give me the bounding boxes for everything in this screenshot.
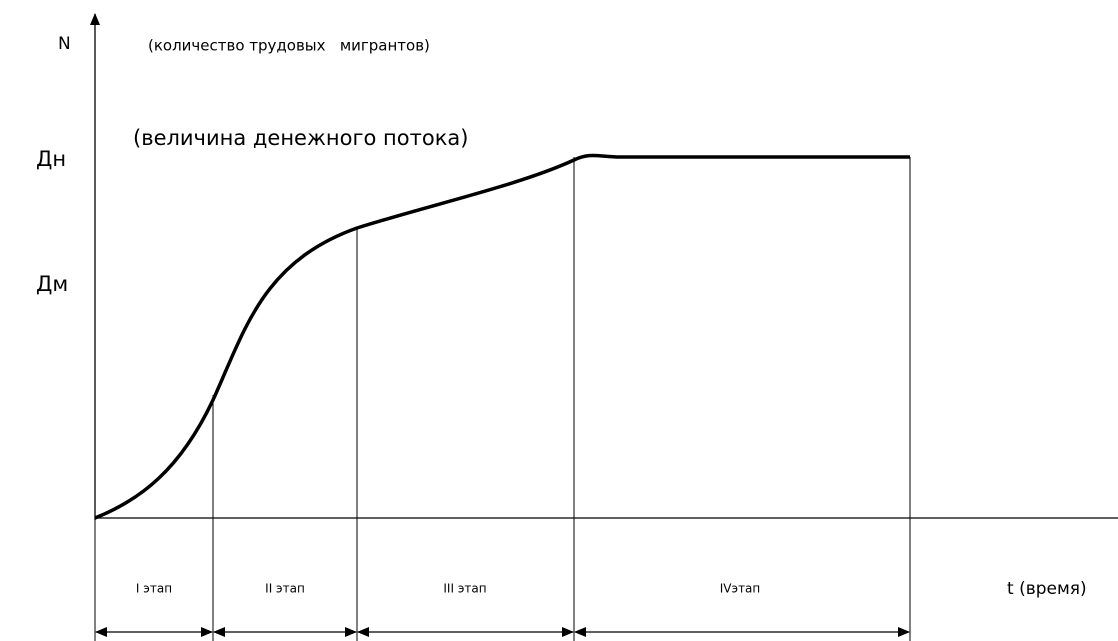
curve	[94, 153, 910, 520]
stage-label: I этап	[136, 582, 172, 596]
dm-label: Дм	[36, 272, 68, 296]
stage-label: IVэтап	[720, 582, 761, 596]
stage-label: II этап	[265, 582, 305, 596]
y-label: N	[58, 34, 71, 54]
y-note: (количество трудовых мигрантов)	[148, 37, 430, 55]
dn-note: (величина денежного потока)	[133, 126, 468, 150]
stage-label: III этап	[443, 582, 486, 596]
dn-label: Дн	[36, 147, 66, 171]
x-label: t (время)	[1007, 579, 1087, 599]
